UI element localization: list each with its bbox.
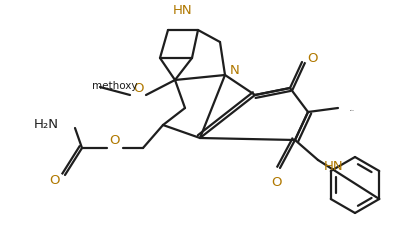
Text: HN: HN xyxy=(324,160,344,173)
Text: O: O xyxy=(271,175,281,188)
Text: methoxy: methoxy xyxy=(92,81,138,91)
Text: O: O xyxy=(133,81,143,94)
Text: methyl: methyl xyxy=(350,109,354,111)
Text: O: O xyxy=(307,52,317,66)
Text: N: N xyxy=(230,64,240,77)
Text: HN: HN xyxy=(173,3,193,17)
Text: H₂N: H₂N xyxy=(34,118,59,131)
Text: O: O xyxy=(110,133,120,146)
Text: O: O xyxy=(50,173,60,187)
